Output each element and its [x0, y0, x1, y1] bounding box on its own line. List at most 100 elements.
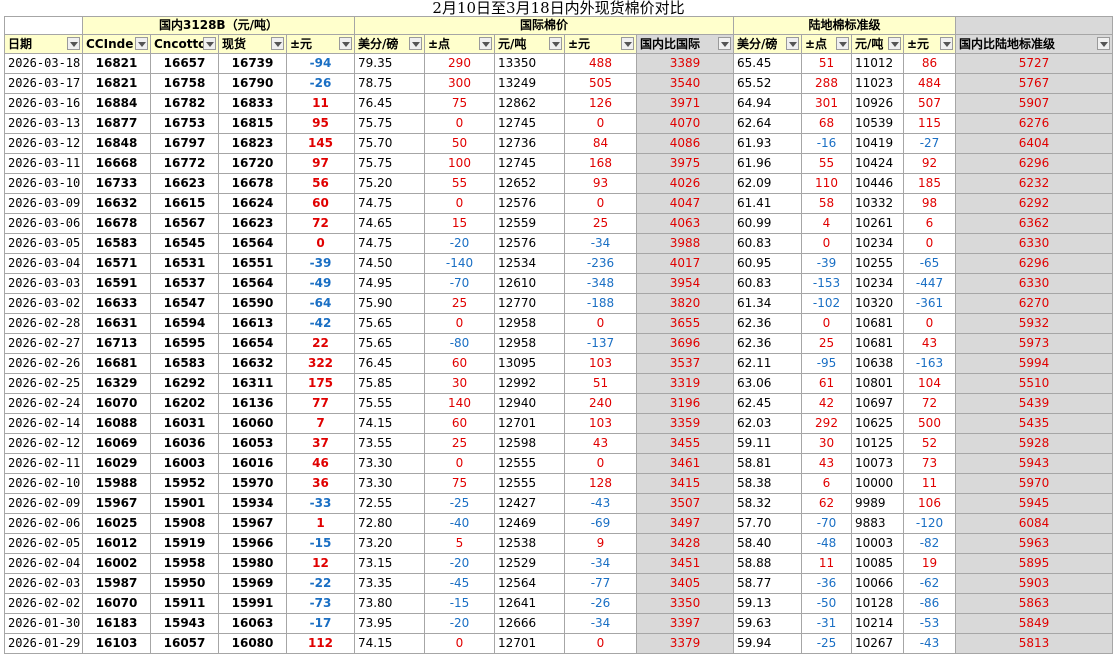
- cell-pt[interactable]: -40: [424, 513, 495, 534]
- cell-r2[interactable]: 5767: [954, 73, 1114, 94]
- cell-lcny[interactable]: 10234: [851, 233, 904, 254]
- cell-cc[interactable]: 16070: [82, 393, 151, 414]
- cell-r2[interactable]: 5994: [954, 353, 1114, 374]
- cell-cn[interactable]: 16545: [150, 233, 219, 254]
- filter-dropdown-icon[interactable]: [718, 37, 731, 50]
- cell-d2[interactable]: 0: [564, 193, 637, 214]
- cell-usc[interactable]: 79.35: [354, 53, 425, 74]
- cell-lpt[interactable]: 42: [801, 393, 852, 414]
- cell-cny[interactable]: 13095: [494, 353, 565, 374]
- cell-cn[interactable]: 16753: [150, 113, 219, 134]
- cell-r1[interactable]: 3497: [636, 513, 734, 534]
- cell-cn[interactable]: 16615: [150, 193, 219, 214]
- cell-d2[interactable]: -34: [564, 553, 637, 574]
- cell-r1[interactable]: 3696: [636, 333, 734, 354]
- cell-lcny[interactable]: 11023: [851, 73, 904, 94]
- cell-cc[interactable]: 16848: [82, 133, 151, 154]
- cell-r2[interactable]: 5813: [954, 633, 1114, 654]
- cell-r1[interactable]: 3319: [636, 373, 734, 394]
- cell-usc[interactable]: 75.75: [354, 153, 425, 174]
- cell-date[interactable]: 2026-03-17: [4, 73, 83, 94]
- cell-lcny[interactable]: 10073: [851, 453, 904, 474]
- cell-d2[interactable]: -137: [564, 333, 637, 354]
- cell-lpt[interactable]: 0: [801, 313, 852, 334]
- cell-lpt[interactable]: -70: [801, 513, 852, 534]
- cell-pt[interactable]: -25: [424, 493, 495, 514]
- cell-ld[interactable]: 43: [903, 333, 956, 354]
- cell-spot[interactable]: 16564: [218, 233, 287, 254]
- filter-dropdown-icon[interactable]: [836, 37, 849, 50]
- cell-cc[interactable]: 16633: [82, 293, 151, 314]
- cell-pt[interactable]: 140: [424, 393, 495, 414]
- cell-lusc[interactable]: 58.32: [733, 493, 802, 514]
- cell-usc[interactable]: 75.90: [354, 293, 425, 314]
- cell-r2[interactable]: 6270: [954, 293, 1114, 314]
- cell-pt[interactable]: 30: [424, 373, 495, 394]
- cell-ld[interactable]: -82: [903, 533, 956, 554]
- cell-d1[interactable]: 1: [286, 513, 355, 534]
- cell-cny[interactable]: 12701: [494, 413, 565, 434]
- cell-d2[interactable]: 103: [564, 413, 637, 434]
- cell-cn[interactable]: 16583: [150, 353, 219, 374]
- cell-cny[interactable]: 12610: [494, 273, 565, 294]
- cell-lcny[interactable]: 9989: [851, 493, 904, 514]
- filter-dropdown-icon[interactable]: [549, 37, 562, 50]
- cell-usc[interactable]: 78.75: [354, 73, 425, 94]
- cell-cn[interactable]: 16758: [150, 73, 219, 94]
- cell-cc[interactable]: 16025: [82, 513, 151, 534]
- cell-r2[interactable]: 6404: [954, 133, 1114, 154]
- cell-lcny[interactable]: 10625: [851, 413, 904, 434]
- cell-ld[interactable]: 185: [903, 173, 956, 194]
- cell-r1[interactable]: 4047: [636, 193, 734, 214]
- cell-usc[interactable]: 75.65: [354, 333, 425, 354]
- cell-spot[interactable]: 16632: [218, 353, 287, 374]
- cell-lcny[interactable]: 10320: [851, 293, 904, 314]
- cell-d2[interactable]: 25: [564, 213, 637, 234]
- cell-spot[interactable]: 16739: [218, 53, 287, 74]
- cell-cc[interactable]: 15967: [82, 493, 151, 514]
- cell-lusc[interactable]: 61.41: [733, 193, 802, 214]
- cell-lpt[interactable]: 292: [801, 413, 852, 434]
- cell-d1[interactable]: -22: [286, 573, 355, 594]
- cell-cn[interactable]: 15901: [150, 493, 219, 514]
- cell-d1[interactable]: 97: [286, 153, 355, 174]
- cell-cny[interactable]: 12576: [494, 233, 565, 254]
- cell-lusc[interactable]: 58.40: [733, 533, 802, 554]
- cell-usc[interactable]: 76.45: [354, 93, 425, 114]
- cell-d2[interactable]: 43: [564, 433, 637, 454]
- cell-lusc[interactable]: 61.93: [733, 133, 802, 154]
- cell-d1[interactable]: 95: [286, 113, 355, 134]
- cell-cc[interactable]: 16002: [82, 553, 151, 574]
- cell-r2[interactable]: 5849: [954, 613, 1114, 634]
- cell-d2[interactable]: 128: [564, 473, 637, 494]
- cell-cn[interactable]: 16772: [150, 153, 219, 174]
- cell-r2[interactable]: 5963: [954, 533, 1114, 554]
- cell-lcny[interactable]: 11012: [851, 53, 904, 74]
- cell-date[interactable]: 2026-03-18: [4, 53, 83, 74]
- cell-d2[interactable]: 84: [564, 133, 637, 154]
- cell-lpt[interactable]: 288: [801, 73, 852, 94]
- cell-spot[interactable]: 16060: [218, 413, 287, 434]
- cell-d1[interactable]: -64: [286, 293, 355, 314]
- cell-r1[interactable]: 3820: [636, 293, 734, 314]
- cell-date[interactable]: 2026-02-03: [4, 573, 83, 594]
- cell-cn[interactable]: 16531: [150, 253, 219, 274]
- cell-ld[interactable]: -163: [903, 353, 956, 374]
- cell-r1[interactable]: 3405: [636, 573, 734, 594]
- cell-lpt[interactable]: 25: [801, 333, 852, 354]
- cell-lcny[interactable]: 10128: [851, 593, 904, 614]
- cell-r1[interactable]: 4086: [636, 133, 734, 154]
- cell-lpt[interactable]: -16: [801, 133, 852, 154]
- cell-lcny[interactable]: 10638: [851, 353, 904, 374]
- cell-r2[interactable]: 5863: [954, 593, 1114, 614]
- cell-cn[interactable]: 16003: [150, 453, 219, 474]
- cell-ld[interactable]: 507: [903, 93, 956, 114]
- cell-cn[interactable]: 15958: [150, 553, 219, 574]
- cell-cny[interactable]: 12555: [494, 453, 565, 474]
- cell-lusc[interactable]: 58.88: [733, 553, 802, 574]
- cell-d1[interactable]: -26: [286, 73, 355, 94]
- cell-r1[interactable]: 4070: [636, 113, 734, 134]
- cell-lusc[interactable]: 61.34: [733, 293, 802, 314]
- filter-dropdown-icon[interactable]: [940, 37, 953, 50]
- cell-date[interactable]: 2026-03-10: [4, 173, 83, 194]
